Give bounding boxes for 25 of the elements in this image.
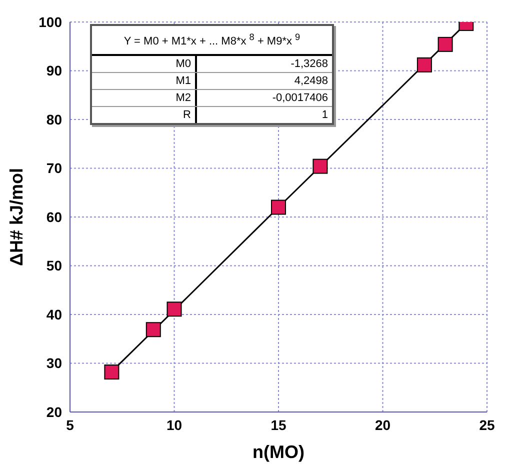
annotation: R — [92, 106, 197, 123]
y-tick-label: 100 — [38, 14, 62, 30]
x-tick-label: 15 — [270, 416, 286, 433]
y-tick-label: 30 — [46, 355, 62, 372]
x-tick-label: 10 — [166, 416, 182, 433]
annotation: M1 — [92, 72, 197, 89]
annotation: Y = M0 + M1*x + ... M8*x $^{8}$ + M9*x $^{9}$ — [92, 26, 332, 56]
annotation: -1,3268 — [290, 56, 329, 72]
y-tick-label: 60 — [46, 208, 62, 225]
y-axis-title: ΔH# kJ/mol — [6, 168, 26, 266]
x-tick-label: 20 — [374, 416, 391, 433]
annotation: 4,2498 — [293, 74, 329, 89]
x-tick-label: 5 — [66, 416, 74, 433]
x-axis-title: n(MO) — [252, 442, 304, 462]
y-tick-label: 40 — [46, 306, 62, 322]
y-tick-label: 20 — [46, 404, 62, 420]
y-tick-label: 90 — [46, 62, 62, 79]
annotation: 1 — [320, 108, 329, 123]
y-tick-label: 80 — [46, 111, 62, 128]
annotation: -0,0017406 — [271, 90, 329, 106]
x-tick-label: 25 — [479, 416, 495, 433]
y-tick-label: 70 — [46, 160, 62, 176]
y-tick-label: 50 — [46, 258, 62, 274]
annotation: M0 — [92, 56, 197, 72]
annotation: M2 — [92, 90, 197, 106]
